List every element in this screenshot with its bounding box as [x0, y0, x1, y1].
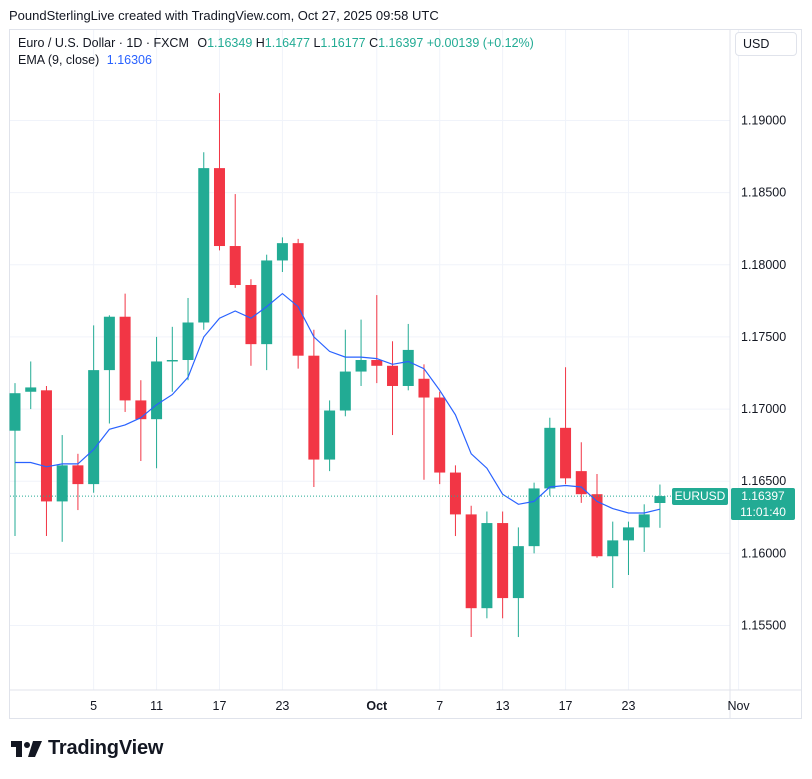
y-tick-label: 1.16000 — [741, 546, 786, 560]
y-tick-label: 1.17000 — [741, 402, 786, 416]
x-tick-label: 11 — [150, 699, 163, 713]
candle-body-up — [9, 393, 21, 431]
candle-body-up — [182, 322, 194, 361]
x-tick-label: 7 — [436, 699, 443, 713]
axis-lines — [10, 30, 801, 718]
candle-body-up — [56, 465, 68, 502]
candle-body-up — [622, 527, 634, 541]
candle-body-down — [292, 243, 304, 356]
candle-body-down — [449, 472, 461, 515]
y-tick-label: 1.17500 — [741, 330, 786, 344]
logo-text: TradingView — [48, 737, 164, 759]
candle-body-down — [229, 246, 241, 285]
candle-body-up — [481, 523, 493, 609]
ohlc-legend: Euro / U.S. Dollar · 1D · FXCM O1.16349 … — [18, 36, 534, 50]
currency-button[interactable]: USD — [735, 32, 797, 56]
close-value: 1.16397 — [378, 36, 424, 50]
candle-body-up — [261, 260, 273, 345]
candle-body-up — [25, 387, 37, 392]
candle-body-up — [88, 370, 100, 485]
y-tick-label: 1.19000 — [741, 114, 786, 128]
ema-polyline — [15, 292, 661, 514]
candle-body-down — [72, 465, 84, 485]
candles — [9, 93, 666, 638]
grid-lines — [10, 30, 740, 690]
candle-body-up — [607, 540, 619, 557]
x-tick-label: 5 — [90, 699, 97, 713]
y-tick-label: 1.15500 — [741, 619, 786, 633]
y-tick-label: 1.18500 — [741, 186, 786, 200]
candle-body-up — [654, 496, 666, 504]
low-label: L — [313, 36, 321, 50]
candle-body-down — [308, 355, 320, 460]
candle-body-down — [40, 390, 52, 502]
ema-legend: EMA (9, close) 1.16306 — [18, 53, 152, 67]
open-label: O — [197, 36, 208, 50]
x-tick-label: Oct — [366, 699, 388, 713]
x-tick-label: 17 — [559, 699, 573, 713]
bar-countdown: 11:01:40 — [740, 505, 786, 519]
last-price-tag: 1.16397 11:01:40 — [731, 488, 795, 520]
change-value: +0.00139 (+0.12%) — [426, 36, 534, 50]
x-tick-label: 23 — [275, 699, 289, 713]
candle-body-down — [418, 378, 430, 398]
candle-body-down — [591, 494, 603, 557]
candle-body-down — [213, 168, 225, 247]
chart-credit: PoundSterlingLive created with TradingVi… — [9, 8, 439, 23]
candle-body-down — [387, 365, 399, 386]
x-tick-label: 23 — [622, 699, 636, 713]
candle-body-up — [103, 316, 115, 371]
ema-value: 1.16306 — [106, 53, 152, 67]
candle-body-up — [402, 349, 414, 386]
candle-body-down — [245, 284, 257, 345]
candle-body-down — [497, 523, 509, 599]
candle-body-down — [560, 427, 572, 479]
candle-body-down — [371, 360, 383, 366]
close-label: C — [369, 36, 379, 50]
candle-body-up — [324, 410, 336, 460]
last-price-value: 1.16397 — [741, 489, 785, 503]
candle-body-up — [276, 243, 288, 261]
y-tick-label: 1.18000 — [741, 258, 786, 272]
candle-body-up — [339, 371, 351, 411]
candle-body-up — [512, 546, 524, 599]
candle-body-up — [151, 361, 163, 420]
candle-body-up — [166, 360, 178, 362]
low-value: 1.16177 — [320, 36, 366, 50]
y-tick-label: 1.16500 — [741, 474, 786, 488]
candle-body-down — [465, 514, 477, 609]
x-tick-label: Nov — [727, 699, 750, 713]
candle-body-up — [528, 488, 540, 547]
high-label: H — [255, 36, 265, 50]
candle-body-down — [434, 397, 446, 473]
candle-body-up — [638, 514, 650, 528]
candle-body-up — [544, 427, 556, 489]
candle-body-up — [198, 168, 210, 323]
x-tick-label: 13 — [496, 699, 510, 713]
candle-body-down — [575, 471, 587, 495]
x-axis-labels: 5 11 17 23 Oct 7 13 17 23 Nov — [90, 699, 750, 713]
symbol-label: Euro / U.S. Dollar · 1D · FXCM — [18, 36, 189, 50]
tradingview-logo[interactable]: TradingView — [11, 737, 163, 760]
candle-body-up — [355, 360, 367, 372]
chart-frame — [9, 29, 802, 719]
open-value: 1.16349 — [207, 36, 253, 50]
candle-body-down — [135, 400, 147, 420]
tradingview-logo-icon — [11, 740, 42, 757]
x-tick-label: 17 — [213, 699, 227, 713]
y-axis-labels: 1.19000 1.18500 1.18000 1.17500 1.17000 1.165… — [741, 114, 786, 633]
ema-line — [15, 292, 661, 514]
high-value: 1.16477 — [264, 36, 310, 50]
candle-body-down — [119, 316, 131, 401]
ema-label: EMA (9, close) — [18, 53, 100, 67]
symbol-price-tag: EURUSD — [672, 488, 728, 505]
